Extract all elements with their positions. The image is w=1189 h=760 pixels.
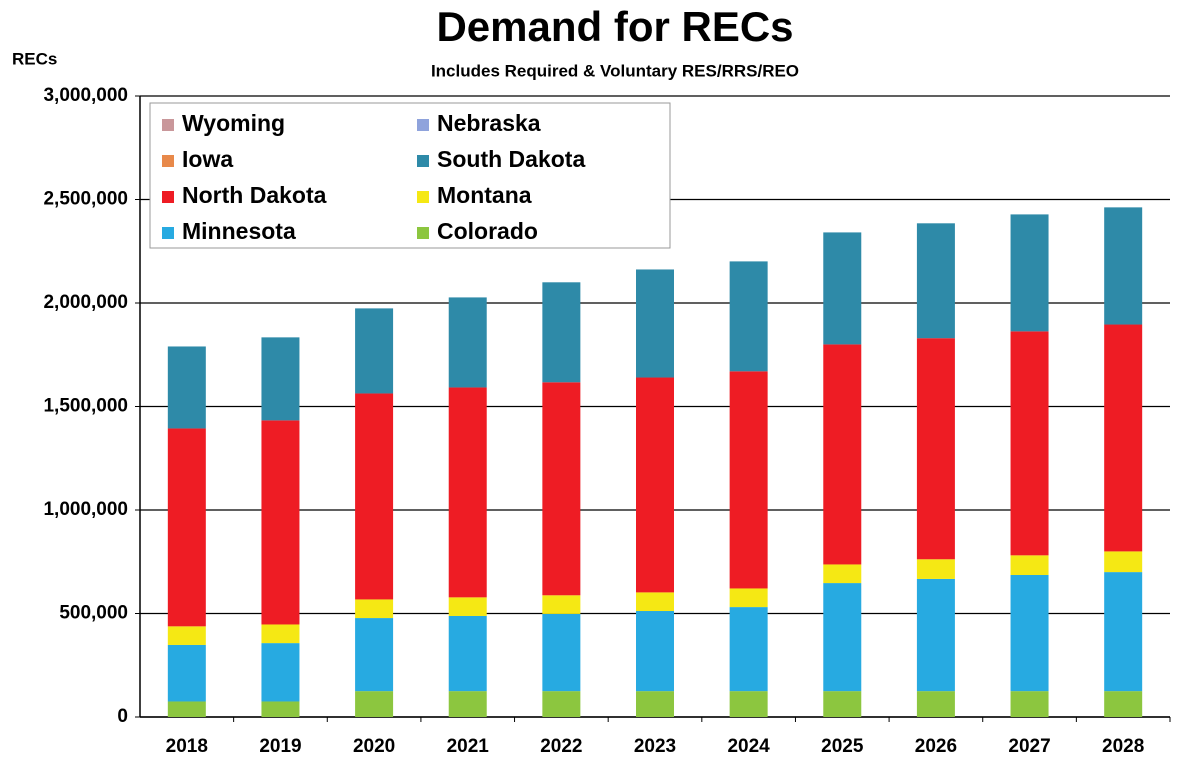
legend-swatch xyxy=(162,191,174,203)
bar-segment xyxy=(823,232,862,345)
y-tick-label: 3,000,000 xyxy=(43,85,128,106)
bar-segment xyxy=(636,611,674,692)
bar-segment xyxy=(636,269,674,378)
x-tick-label: 2021 xyxy=(447,736,490,757)
legend-label: Colorado xyxy=(437,218,538,244)
x-tick-label: 2019 xyxy=(259,736,301,757)
bar-segment xyxy=(448,297,487,388)
legend-label: Montana xyxy=(437,182,532,208)
bar-segment xyxy=(636,691,674,717)
bar-segment xyxy=(448,691,487,717)
bar-segment xyxy=(729,607,768,692)
bar-segment xyxy=(1010,555,1049,575)
y-tick-label: 2,000,000 xyxy=(43,292,128,313)
bar-segment xyxy=(1010,574,1049,692)
bar-segment xyxy=(1104,207,1143,325)
bar-segment xyxy=(167,701,206,717)
y-tick-label: 500,000 xyxy=(59,603,128,624)
bar-segment xyxy=(636,377,674,593)
bar-segment xyxy=(167,626,206,645)
bar-segment xyxy=(355,691,394,717)
bar-segment xyxy=(916,223,955,339)
y-axis-label: RECs xyxy=(12,49,57,68)
bar-segment xyxy=(1010,331,1049,556)
bar-segment xyxy=(729,588,768,608)
bar-segment xyxy=(167,428,206,627)
legend-swatch xyxy=(417,191,429,203)
legend-label: North Dakota xyxy=(182,182,327,208)
x-tick-label: 2018 xyxy=(166,736,208,757)
legend-box xyxy=(149,102,671,249)
bar-segment xyxy=(261,624,300,644)
bar-segment xyxy=(1104,324,1143,552)
legend-label: Minnesota xyxy=(182,218,296,244)
legend-swatch xyxy=(162,119,174,131)
bar-segment xyxy=(1104,691,1143,717)
x-tick-label: 2022 xyxy=(540,736,582,757)
bar-segment xyxy=(448,615,487,692)
bar-segment xyxy=(542,282,581,383)
legend-swatch xyxy=(162,227,174,239)
x-tick-label: 2028 xyxy=(1102,736,1144,757)
bar-segment xyxy=(542,613,581,692)
y-tick-label: 2,500,000 xyxy=(43,189,128,210)
legend-label: Nebraska xyxy=(437,110,541,136)
bar-segment xyxy=(261,701,300,717)
bar-segment xyxy=(355,599,394,619)
bar-segment xyxy=(261,420,300,625)
bar-segment xyxy=(916,691,955,717)
bar-segment xyxy=(542,691,581,717)
bar-segment xyxy=(729,261,768,372)
legend-swatch xyxy=(417,155,429,167)
bar-segment xyxy=(448,597,487,616)
chart-subtitle: Includes Required & Voluntary RES/RRS/RE… xyxy=(431,61,799,80)
y-tick-label: 0 xyxy=(117,706,128,727)
bar-segment xyxy=(542,382,581,596)
bar-segment xyxy=(167,346,206,429)
legend-swatch xyxy=(162,155,174,167)
bar-segment xyxy=(729,691,768,717)
bar-segment xyxy=(636,592,674,612)
bar-segment xyxy=(823,564,862,584)
bar-segment xyxy=(823,691,862,717)
bar-segment xyxy=(916,338,955,560)
bar-segment xyxy=(823,583,862,692)
y-tick-label: 1,000,000 xyxy=(43,499,128,520)
legend-label: South Dakota xyxy=(437,146,585,172)
bar-segment xyxy=(355,308,394,394)
bar-segment xyxy=(916,578,955,692)
bar-segment xyxy=(1104,572,1143,692)
bar-segment xyxy=(823,344,862,565)
y-tick-label: 1,500,000 xyxy=(43,396,128,417)
x-tick-label: 2020 xyxy=(353,736,395,757)
legend-label: Wyoming xyxy=(182,110,285,136)
bar-segment xyxy=(448,387,487,598)
legend-swatch xyxy=(417,227,429,239)
bar-segment xyxy=(542,595,581,614)
bar-segment xyxy=(167,644,206,702)
bar-segment xyxy=(355,618,394,692)
bar-segment xyxy=(729,371,768,589)
bar-segment xyxy=(916,559,955,579)
x-tick-label: 2023 xyxy=(634,736,676,757)
chart-title: Demand for RECs xyxy=(436,3,793,50)
legend-label: Iowa xyxy=(182,146,233,172)
x-tick-label: 2026 xyxy=(915,736,957,757)
bar-segment xyxy=(1010,691,1049,717)
bar-segment xyxy=(1104,551,1143,573)
bar-segment xyxy=(1010,214,1049,332)
x-tick-label: 2025 xyxy=(821,736,864,757)
x-tick-label: 2027 xyxy=(1008,736,1050,757)
bar-segment xyxy=(261,643,300,702)
legend-swatch xyxy=(417,119,429,131)
x-tick-label: 2024 xyxy=(727,736,770,757)
bar-segment xyxy=(261,337,300,421)
bar-segment xyxy=(355,393,394,600)
